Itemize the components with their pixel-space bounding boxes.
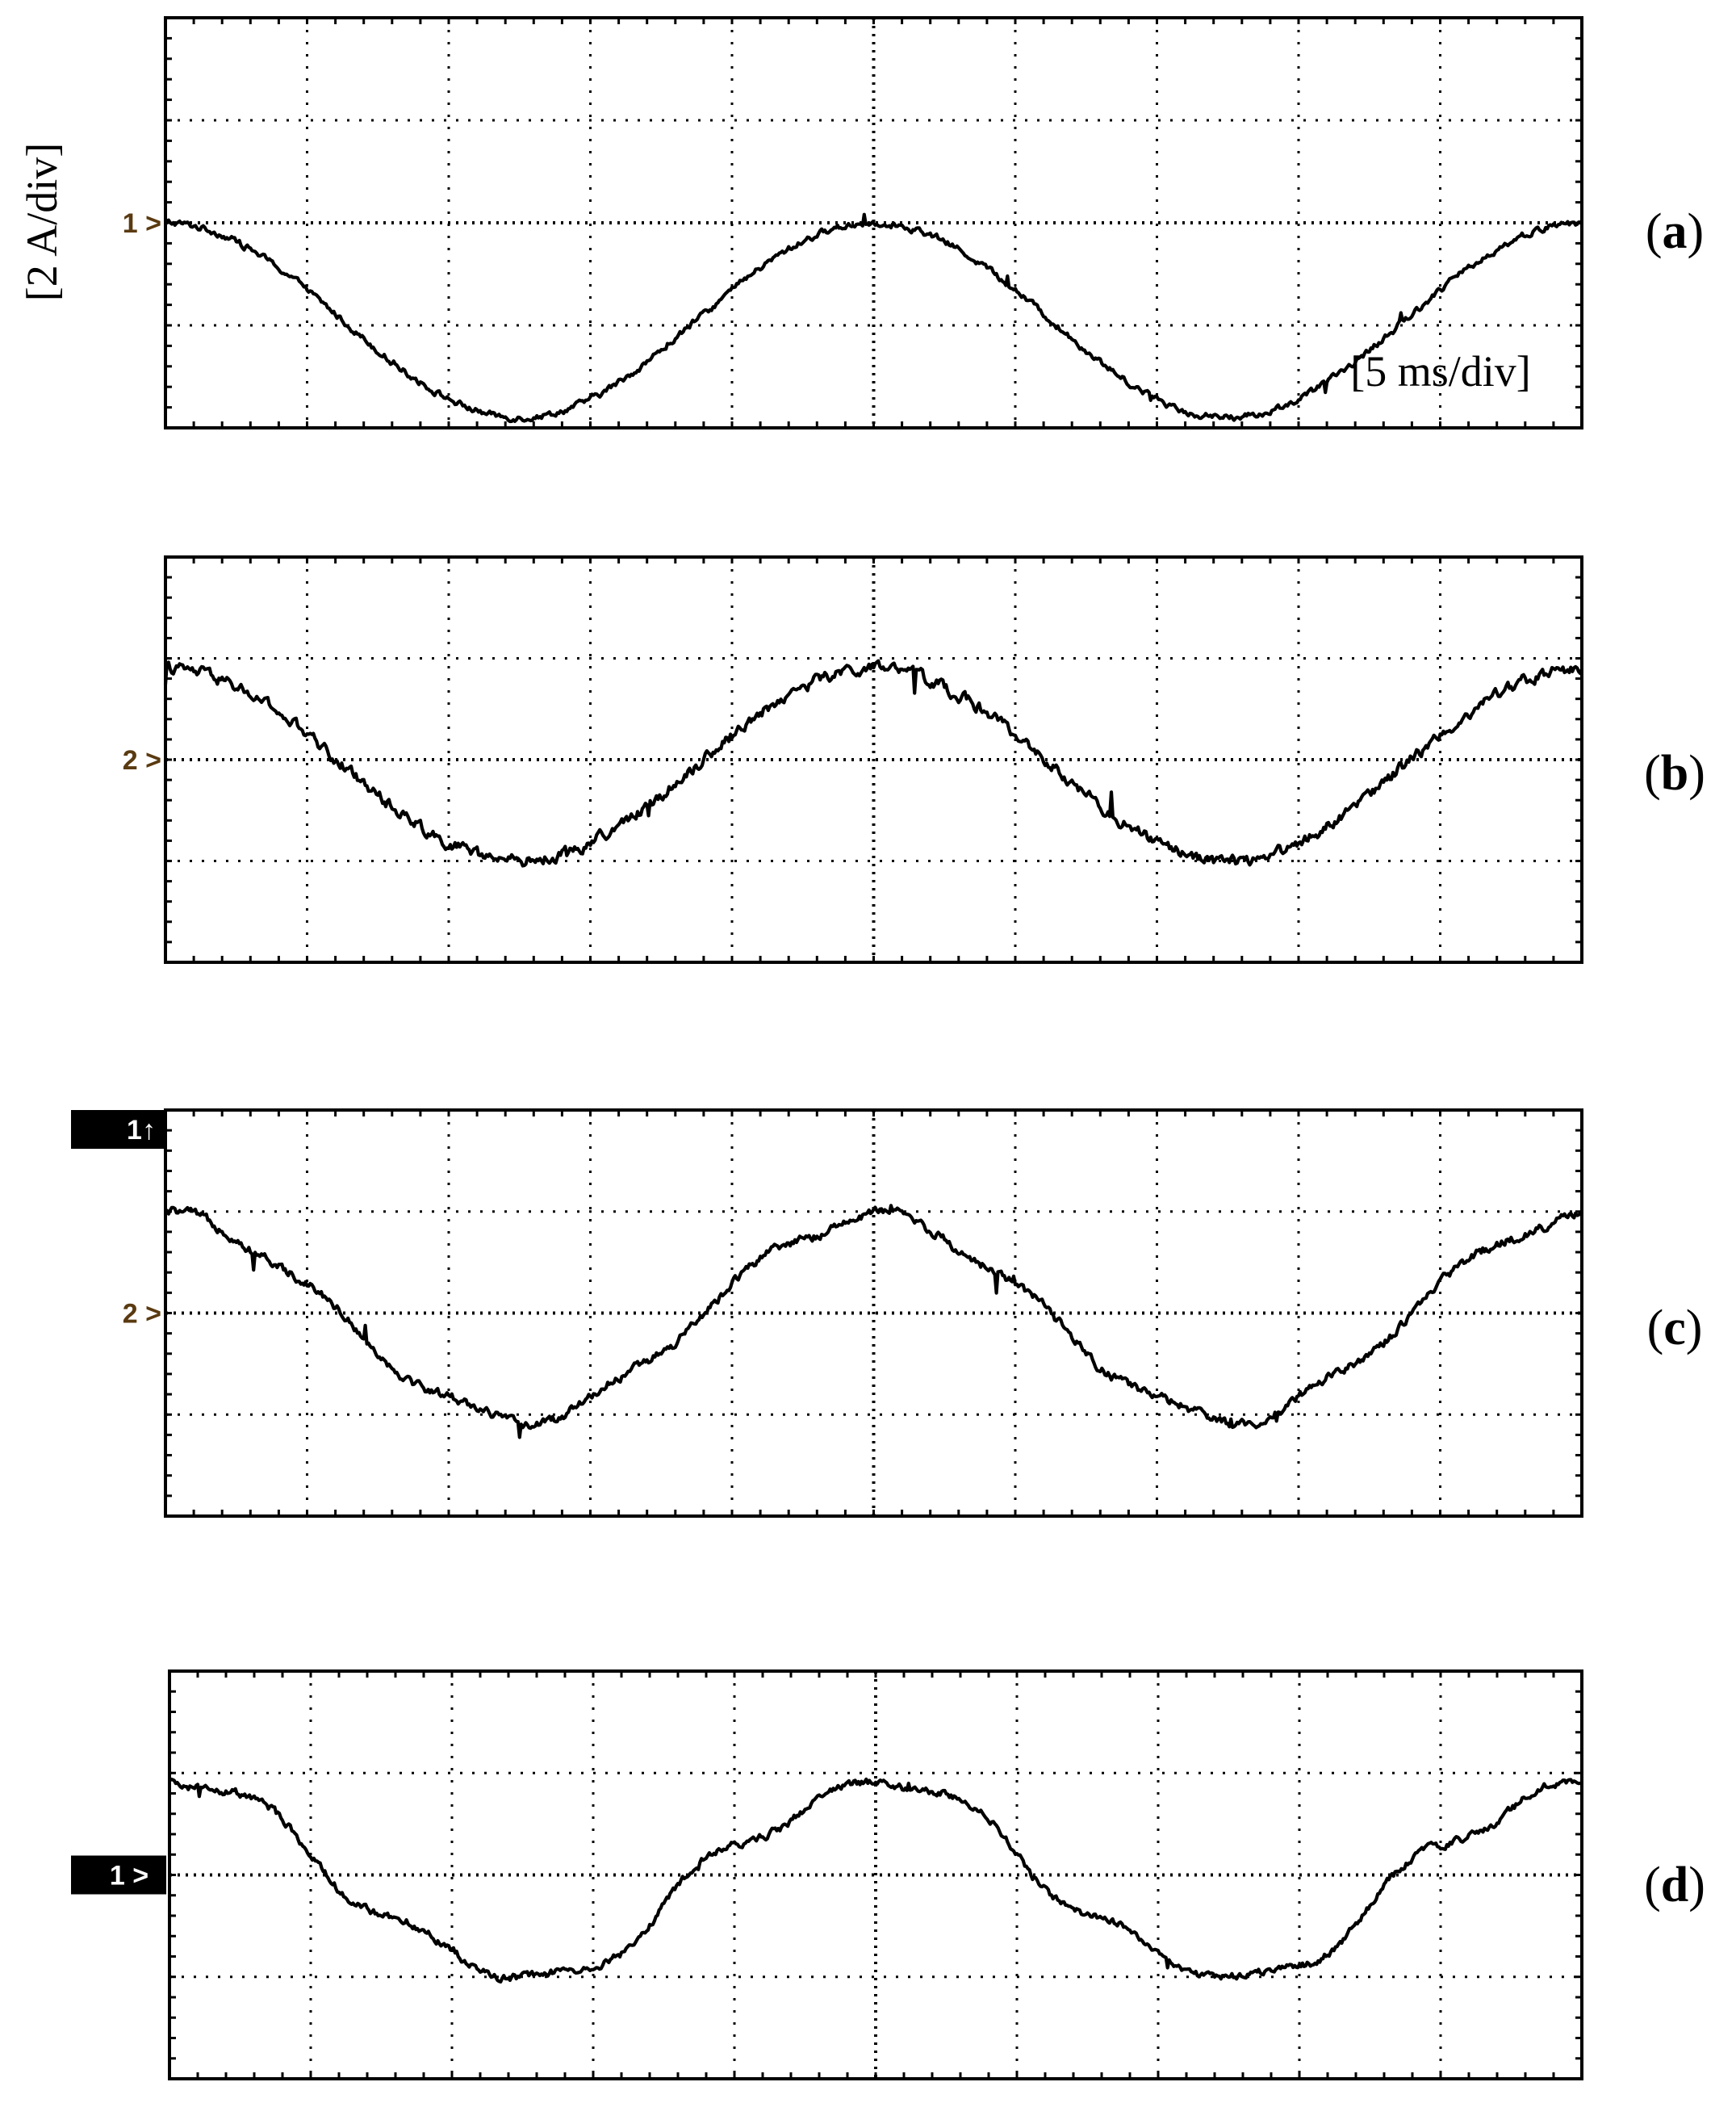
panel-b: 2 > (b) [123, 555, 1705, 964]
panel-label: (d) [1644, 1858, 1705, 1912]
panel-label: (c) [1647, 1301, 1703, 1355]
y-axis-label: [2 A/div] [18, 143, 66, 302]
grid [165, 557, 1582, 962]
plot-frame [168, 1669, 1583, 2080]
grid [169, 1671, 1582, 2079]
waveform-trace [165, 212, 1583, 424]
waveform-trace [165, 1204, 1583, 1439]
channel-marker-label: 2 > [123, 745, 161, 776]
panel-d: 1 > (d) [71, 1669, 1705, 2080]
grid [165, 1110, 1582, 1516]
plot-frame [164, 1108, 1583, 1518]
grid [165, 18, 1582, 428]
panel-c: 2 > 1↑ (c) [71, 1108, 1703, 1518]
panel-label: (a) [1646, 204, 1704, 259]
channel-marker-label: 2 > [123, 1299, 161, 1330]
panels: 1 > (a) 2 > (b) 2 > 1↑ (c) 1 > (d) [71, 16, 1705, 2080]
panel-a: 1 > (a) [123, 16, 1704, 429]
channel-marker-label: 1 > [123, 208, 161, 239]
trigger-marker-label: 1↑ [127, 1115, 156, 1146]
waveform-trace [168, 1777, 1583, 1984]
panel-label: (b) [1644, 746, 1705, 801]
trigger-marker-box [71, 1110, 166, 1149]
channel-marker-box [71, 1855, 166, 1895]
channel-marker-label: 1 > [110, 1861, 149, 1891]
plot-frame [164, 555, 1583, 964]
waveform-trace [163, 659, 1583, 868]
